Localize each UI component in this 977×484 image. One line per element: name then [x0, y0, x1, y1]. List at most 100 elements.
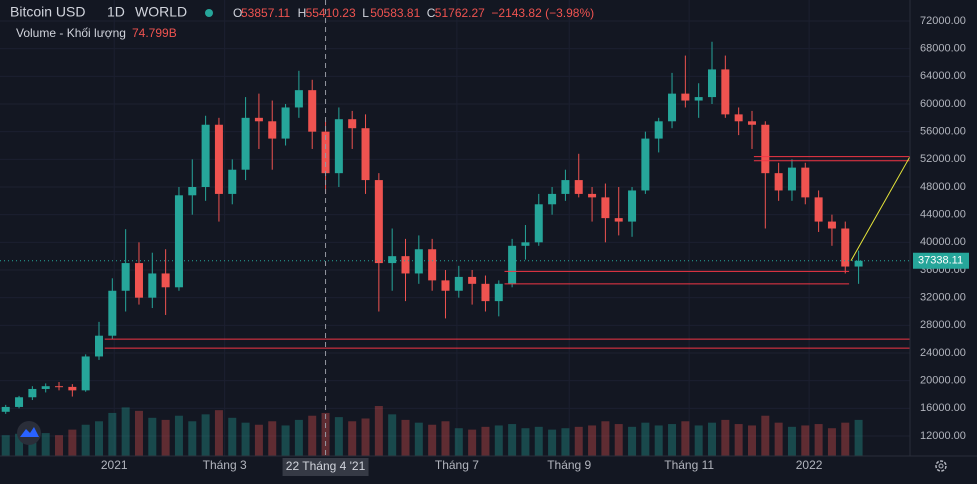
volume-bar — [401, 419, 410, 456]
volume-bar — [1, 435, 10, 456]
last-price-bg — [913, 252, 969, 269]
volume-bar — [228, 417, 237, 456]
ohlc-letter: L — [362, 6, 369, 20]
candle-body — [534, 204, 543, 243]
volume-bar — [694, 425, 703, 456]
volume-bar — [441, 421, 450, 456]
candle-body — [108, 290, 117, 336]
candle-body — [268, 121, 277, 139]
candle-body — [388, 256, 397, 264]
y-tick-label: 24000.00 — [920, 347, 966, 359]
candle-body — [827, 221, 836, 229]
volume-bar — [588, 425, 597, 456]
volume-bar — [428, 424, 437, 456]
settings-icon[interactable] — [935, 460, 947, 472]
candle-body — [854, 260, 863, 267]
candle-body — [494, 283, 503, 302]
volume-label: Volume - Khối lượng — [16, 26, 126, 40]
crosshair-label: 22 Tháng 4 '21 — [286, 459, 366, 473]
candle-body — [68, 386, 77, 391]
ohlc-letter: H — [298, 6, 307, 20]
volume-bar — [481, 426, 490, 456]
exchange[interactable]: WORLD — [135, 4, 187, 20]
candle-body — [641, 138, 650, 191]
candle-body — [521, 242, 530, 246]
ohlc-value: 53857.11 — [241, 6, 290, 20]
status-dot — [205, 9, 213, 17]
y-tick-label: 72000.00 — [920, 15, 966, 27]
ohlc-value: 50583.81 — [370, 6, 420, 20]
volume-bar — [108, 412, 117, 456]
symbol[interactable]: Bitcoin USD — [10, 4, 85, 20]
ohlc-letter: O — [233, 6, 242, 20]
candle-body — [321, 131, 330, 174]
logo[interactable] — [17, 421, 41, 445]
volume-bar — [348, 421, 357, 456]
candle-body — [55, 386, 64, 388]
candle-body — [308, 90, 317, 132]
volume-bar — [374, 406, 383, 456]
volume-bar — [641, 422, 650, 456]
ohlc-value: 51762.27 — [435, 6, 485, 20]
candle-body — [294, 90, 303, 108]
candle-body — [28, 388, 37, 398]
x-tick-label: Tháng 11 — [664, 458, 714, 472]
volume-bar — [534, 426, 543, 456]
volume-bar — [548, 429, 557, 456]
candle-body — [254, 117, 263, 122]
y-tick-label: 12000.00 — [920, 430, 966, 442]
candle-body — [228, 169, 237, 194]
candle-body — [81, 356, 90, 391]
y-tick-label: 56000.00 — [920, 126, 966, 138]
volume-bar — [68, 429, 77, 456]
volume-bar — [561, 428, 570, 456]
candle-body — [801, 167, 810, 198]
volume-bar — [81, 424, 90, 456]
candle-body — [814, 197, 823, 222]
y-tick-label: 20000.00 — [920, 375, 966, 387]
volume-bar — [668, 424, 677, 456]
candle-body — [787, 167, 796, 191]
candle-body — [134, 263, 143, 298]
candle-body — [374, 180, 383, 264]
volume-bar — [241, 422, 250, 456]
x-tick-label: Tháng 3 — [203, 458, 247, 472]
candle-body — [747, 121, 756, 125]
price-axis — [910, 0, 977, 484]
volume-bar — [521, 428, 530, 456]
volume-bar — [361, 418, 370, 456]
candle-body — [428, 249, 437, 281]
x-tick-label: Tháng 7 — [435, 458, 479, 472]
candle-body — [148, 273, 157, 298]
volume-bar — [308, 415, 317, 456]
y-tick-label: 64000.00 — [920, 70, 966, 82]
candle-body — [668, 93, 677, 122]
volume-bar — [388, 414, 397, 456]
candle-body — [15, 397, 24, 407]
volume-bar — [601, 421, 610, 456]
volume-bar — [801, 425, 810, 456]
volume-bar — [334, 417, 343, 456]
y-tick-label: 32000.00 — [920, 292, 966, 304]
y-tick-label: 52000.00 — [920, 153, 966, 165]
volume-bar — [468, 429, 477, 456]
candle-body — [721, 69, 730, 115]
candle-body — [601, 197, 610, 219]
volume-bar — [494, 425, 503, 456]
volume-bar — [254, 424, 263, 456]
candle-body — [654, 121, 663, 139]
interval[interactable]: 1D — [107, 4, 125, 20]
crosshair-label-bg — [282, 458, 369, 476]
candle-body — [574, 180, 583, 194]
volume-bar — [188, 421, 197, 456]
candle-body — [761, 124, 770, 174]
volume-bar — [854, 419, 863, 456]
x-tick-label: 2022 — [796, 458, 823, 472]
volume-bar — [654, 425, 663, 456]
candle-body — [561, 180, 570, 194]
y-tick-label: 60000.00 — [920, 98, 966, 110]
candle-body — [774, 173, 783, 191]
volume-bar — [454, 428, 463, 456]
ohlc-change: −2143.82 (−3.98%) — [491, 6, 594, 20]
volume-bar — [628, 426, 637, 456]
